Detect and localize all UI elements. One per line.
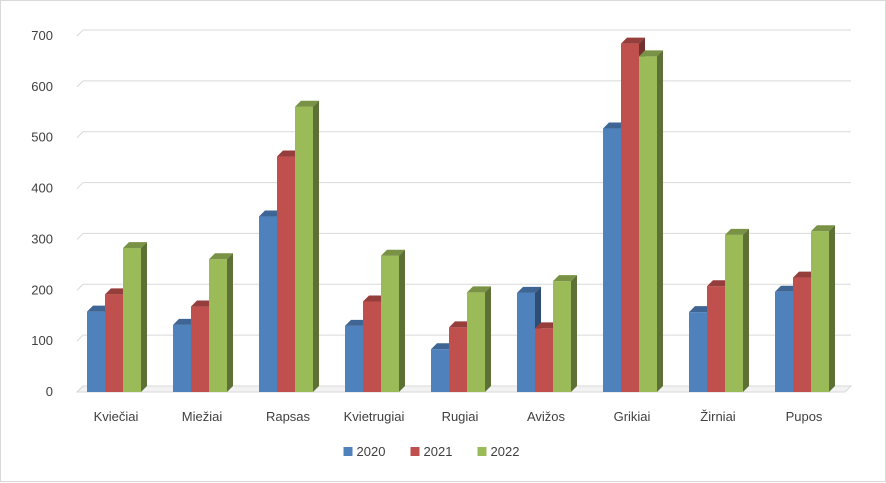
bar-front (517, 292, 535, 392)
bar-2022-0 (123, 242, 147, 392)
gridline-side (76, 334, 84, 342)
x-tick-label: Grikiai (614, 409, 651, 424)
bar-side (485, 286, 491, 392)
bar-top (517, 286, 541, 293)
bar-top (621, 37, 645, 44)
x-tick-label: Avižos (527, 409, 566, 424)
gridline-side (76, 182, 84, 189)
legend-swatch (477, 447, 487, 456)
bar-2022-5 (553, 275, 577, 392)
x-tick-label: Kviečiai (94, 409, 139, 424)
bar-2022-8 (811, 225, 835, 392)
bar-front (811, 231, 829, 392)
y-tick-label: 0 (46, 384, 53, 399)
legend-label: 2022 (491, 444, 520, 459)
bar-front (535, 328, 553, 392)
bar-top (467, 286, 491, 293)
gridline-side (76, 80, 84, 88)
bar-side (743, 228, 749, 392)
bar-side (399, 249, 405, 392)
legend-item-2020: 2020 (343, 444, 386, 459)
bar-side (829, 225, 835, 392)
gridline-side (76, 29, 84, 37)
bar-front (105, 294, 123, 392)
bar-front (467, 292, 485, 392)
bar-top (295, 100, 319, 107)
gridline-side (76, 283, 84, 291)
x-tick-label: Pupos (786, 409, 823, 424)
gridline-side (76, 233, 84, 240)
gridline-side (76, 385, 84, 393)
bar-top (381, 249, 405, 256)
bar-front (277, 156, 295, 392)
bar-side (313, 100, 319, 392)
x-tick-label: Žirniai (700, 409, 736, 424)
bar-front (449, 327, 467, 392)
bar-top (725, 228, 749, 235)
y-tick-label: 200 (31, 282, 53, 297)
bar-front (775, 291, 793, 392)
x-tick-label: Miežiai (182, 409, 223, 424)
bar-front (621, 43, 639, 392)
bar-front (725, 234, 743, 392)
bar-front (431, 349, 449, 392)
bar-front (295, 106, 313, 392)
y-tick-label: 700 (31, 28, 53, 43)
bar-front (259, 216, 277, 392)
bar-top (811, 225, 835, 232)
legend-swatch (410, 447, 420, 456)
bar-side (141, 242, 147, 392)
bar-top (553, 275, 577, 282)
bar-front (603, 128, 621, 392)
bar-2022-6 (639, 50, 663, 392)
bar-2022-4 (467, 286, 491, 392)
y-tick-label: 400 (31, 181, 53, 196)
legend-item-2022: 2022 (477, 444, 520, 459)
bar-front (345, 325, 363, 392)
bar-front (123, 248, 141, 392)
y-tick-label: 100 (31, 333, 53, 348)
legend-item-2021: 2021 (410, 444, 453, 459)
bar-front (209, 259, 227, 392)
bar-front (707, 286, 725, 392)
legend-label: 2020 (357, 444, 386, 459)
bar-front (87, 311, 105, 392)
bar-front (793, 277, 811, 392)
bar-2022-2 (295, 100, 319, 392)
bar-2022-7 (725, 228, 749, 392)
bar-top (639, 50, 663, 57)
bar-2022-1 (209, 253, 233, 392)
y-tick-label: 600 (31, 79, 53, 94)
y-tick-label: 500 (31, 130, 53, 145)
bar-side (571, 275, 577, 392)
bar-front (639, 56, 657, 392)
bar-front (381, 255, 399, 392)
bar-front (191, 306, 209, 392)
bar-side (227, 253, 233, 392)
bar-top (209, 253, 233, 260)
bar-front (363, 301, 381, 392)
bar-side (657, 50, 663, 392)
y-tick-label: 300 (31, 231, 53, 246)
legend-swatch (343, 447, 353, 456)
bar-2022-3 (381, 249, 405, 392)
bar-front (553, 281, 571, 392)
x-tick-label: Rapsas (266, 409, 311, 424)
x-tick-label: Kvietrugiai (344, 409, 405, 424)
legend-label: 2021 (424, 444, 453, 459)
bar-front (173, 324, 191, 392)
bar-front (689, 312, 707, 392)
bar-top (123, 242, 147, 249)
x-tick-label: Rugiai (442, 409, 479, 424)
gridline-side (76, 131, 84, 139)
